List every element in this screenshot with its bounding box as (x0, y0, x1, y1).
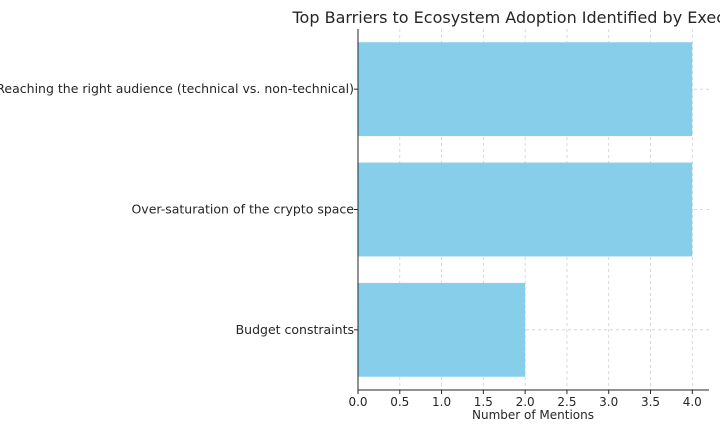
x-tick-label: 2.5 (557, 395, 576, 409)
x-tick-label: 3.5 (641, 395, 660, 409)
x-tick-label: 1.0 (432, 395, 451, 409)
bars (358, 42, 693, 377)
bar (358, 42, 693, 137)
x-tick-label: 0.0 (348, 395, 367, 409)
x-tick-label: 1.5 (474, 395, 493, 409)
x-tick-label: 3.0 (599, 395, 618, 409)
x-tick-label: 2.0 (516, 395, 535, 409)
x-axis-label: Number of Mentions (472, 408, 594, 422)
x-tick-label: 0.5 (390, 395, 409, 409)
y-tick-label: Budget constraints (236, 322, 354, 337)
x-tick-label: 4.0 (683, 395, 702, 409)
y-tick-label: Reaching the right audience (technical v… (0, 81, 354, 96)
bar (358, 162, 693, 257)
y-tick-labels: Reaching the right audience (technical v… (0, 81, 358, 337)
y-tick-label: Over-saturation of the crypto space (131, 202, 354, 217)
bar (358, 282, 526, 377)
chart-title: Top Barriers to Ecosystem Adoption Ident… (292, 8, 720, 27)
x-ticks: 0.0 0.5 1.0 1.5 2.0 2.5 3.0 3.5 4.0 (348, 390, 702, 409)
